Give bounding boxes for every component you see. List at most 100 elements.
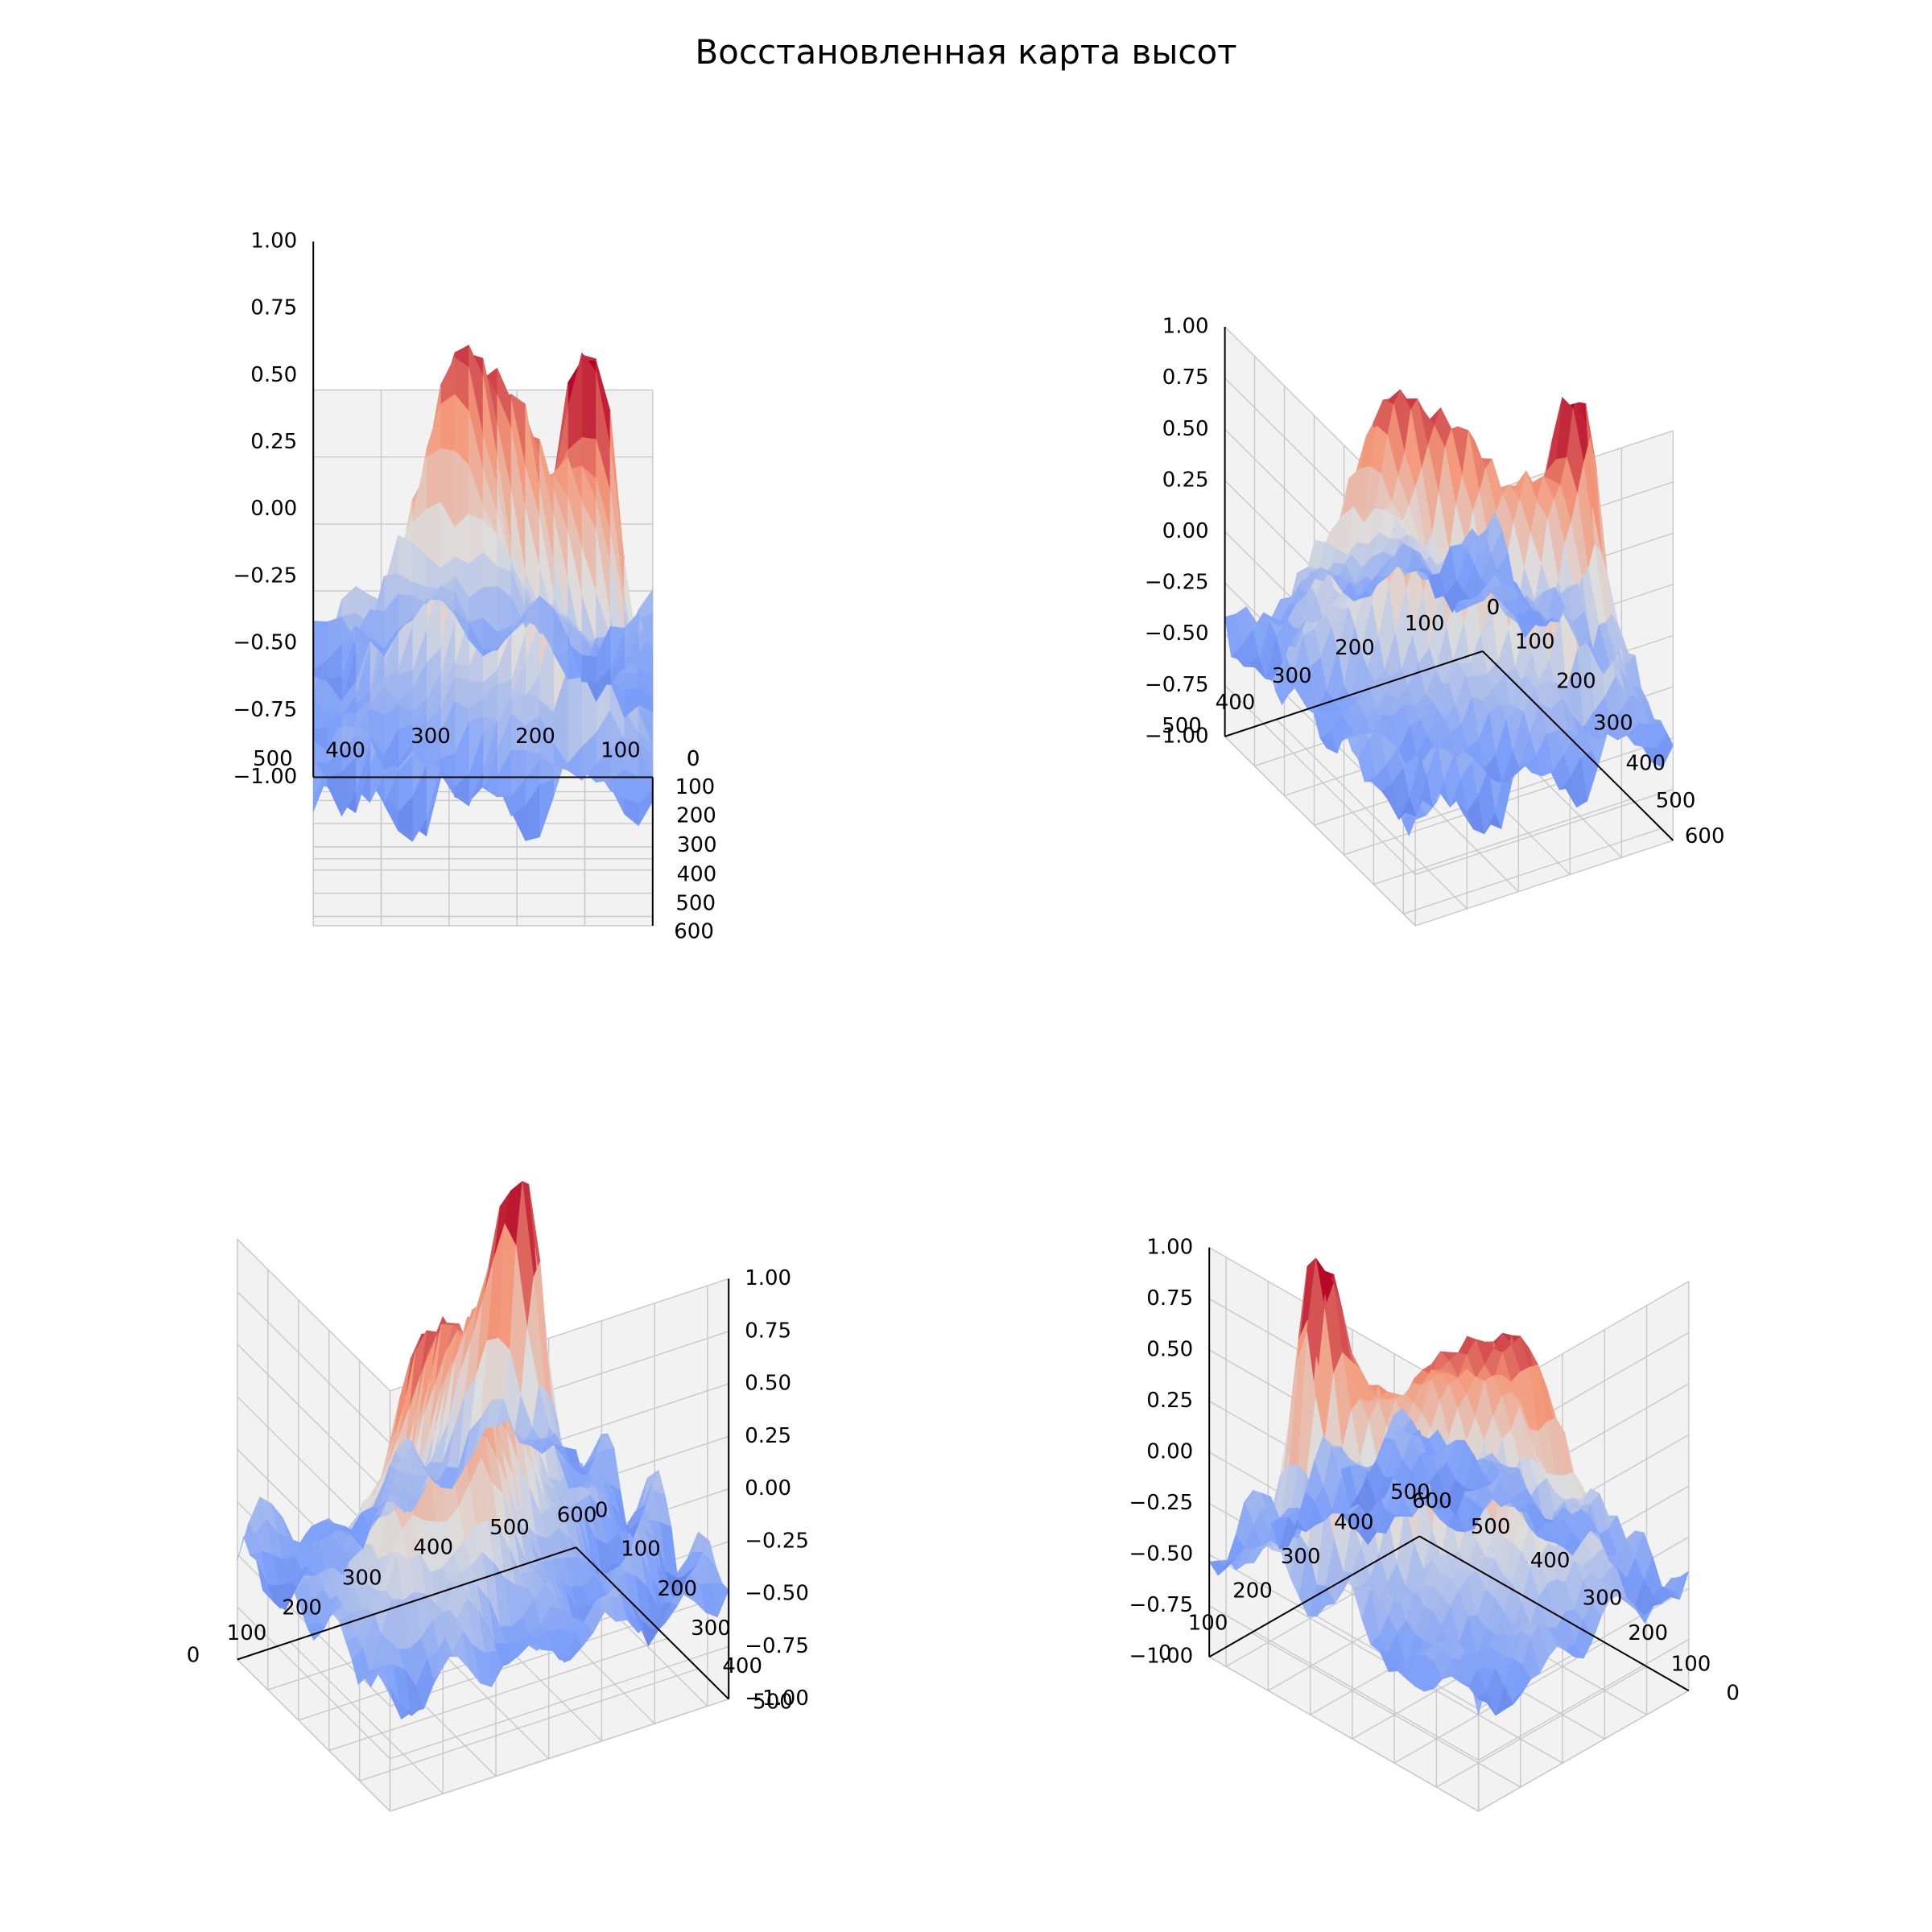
surface-facet (1484, 812, 1502, 834)
surface-facet (666, 1571, 685, 1597)
x-axis-line (1418, 1535, 1690, 1692)
z-tick-label: 0.75 (1146, 1286, 1193, 1311)
x-tick-label: 400 (677, 862, 717, 886)
grid-line (237, 1606, 390, 1760)
surface-facet (1357, 738, 1376, 782)
grid-line (328, 1637, 668, 1752)
y-tick-label: 300 (691, 1616, 731, 1641)
surface-mesh (1224, 389, 1674, 837)
z-tick-label: 0.50 (1162, 417, 1209, 441)
surface-facet (1593, 696, 1612, 741)
grid-line (1224, 684, 1416, 875)
y-tick-label: 100 (621, 1538, 661, 1562)
surface-facet (553, 667, 568, 765)
surface-facet (1428, 572, 1447, 599)
x-tick-label: 300 (677, 833, 717, 857)
z-tick-label: 1.00 (1146, 1235, 1193, 1259)
surface-view-4: 0 100 200 300 400 500 600 0 100 200 300 400 500 −1.00… (966, 1006, 1932, 1932)
y-tick-label: 100 (601, 739, 641, 763)
surface-facet (1552, 753, 1571, 791)
surface-facet (615, 1494, 634, 1538)
grid-line (390, 1699, 729, 1812)
x-tick-label: 0 (687, 747, 700, 771)
z-tick-label: 0.25 (250, 430, 297, 454)
surface-mesh (312, 345, 654, 843)
surface-facet (1450, 724, 1468, 758)
surface-facet (1445, 580, 1463, 613)
grid-line (237, 1659, 390, 1812)
z-tick-label: −0.25 (745, 1529, 809, 1553)
surface-facet (557, 1629, 576, 1663)
surface-facet (1635, 1579, 1653, 1616)
surface-view-1: 0 100 200 300 400 500 600 0 100 200 300 400 500 −1.00… (0, 121, 966, 1046)
surface-view-2: 0 100 200 300 400 500 600 0 100 200 300 400 500 −1.00… (966, 121, 1932, 1046)
surface-facet (522, 1599, 541, 1634)
surface-facet (646, 1586, 666, 1631)
surface-facet (568, 746, 583, 781)
surface-facet (426, 448, 441, 510)
surface-facet (1526, 1501, 1546, 1534)
y-axis-line (575, 1546, 729, 1700)
x-tick-label: 0 (1726, 1682, 1740, 1706)
surface-facet (581, 654, 597, 683)
x-tick-label: 400 (413, 1536, 453, 1560)
surface-facet (1398, 797, 1417, 820)
z-tick-label: 0.75 (1162, 365, 1209, 390)
surface-facet (1353, 591, 1372, 601)
surface-facet (1611, 707, 1629, 741)
surface-facet (1241, 629, 1260, 663)
surface-view-3: 0 100 200 300 400 500 600 0 100 200 300 400 500 −1.00… (0, 1006, 966, 1932)
y-tick-label: 400 (325, 739, 365, 763)
surface-facet (369, 638, 385, 657)
x-tick-label: 0 (187, 1644, 200, 1668)
grid-line (1224, 736, 1416, 927)
surface-facet (1410, 1430, 1429, 1459)
grid-line (1478, 1638, 1690, 1761)
x-tick-label: 600 (1412, 1489, 1452, 1513)
surface-facet (440, 1467, 459, 1489)
grid-line (359, 1668, 699, 1781)
x-tick-label: 200 (282, 1596, 322, 1620)
surface-facet (425, 1593, 444, 1620)
z-tick-label: 0.25 (1162, 468, 1209, 492)
grid-line (1403, 828, 1662, 914)
grid-line (1435, 1666, 1647, 1788)
surface-plot-svg: 01002003004005006000100200300400500−1.00… (233, 229, 717, 944)
surface-facet (1468, 1615, 1487, 1654)
surface-facet (624, 672, 639, 691)
surface-mesh (1208, 1257, 1690, 1716)
y-tick-label: 0 (687, 747, 700, 771)
z-tick-label: 1.00 (1162, 315, 1209, 339)
x-tick-label: 400 (1625, 752, 1666, 776)
surface-facet (564, 1447, 583, 1476)
grid-line (237, 1291, 390, 1444)
y-tick-label: 500 (753, 1690, 793, 1715)
z-tick-label: 0.00 (250, 497, 297, 521)
surface-facet (1357, 1476, 1377, 1517)
surface-facet (279, 1583, 297, 1611)
surface-facet (1369, 1554, 1389, 1602)
y-tick-label: 200 (1335, 636, 1375, 660)
grid-line (1414, 840, 1674, 927)
x-tick-label: 300 (1583, 1587, 1623, 1611)
z-tick-label: −1.00 (745, 1686, 809, 1711)
grid-line (290, 1641, 444, 1794)
x-tick-label: 100 (1515, 630, 1555, 654)
x-tick-label: 300 (1593, 711, 1633, 735)
x-tick-label: 500 (489, 1516, 530, 1540)
x-tick-label: 0 (1487, 596, 1501, 620)
y-tick-label: 200 (1232, 1579, 1273, 1604)
x-axis-line (1482, 650, 1674, 841)
x-tick-label: 200 (1628, 1621, 1668, 1645)
z-tick-label: −0.75 (233, 698, 298, 722)
z-tick-label: −0.75 (1145, 673, 1209, 697)
surface-facet (1484, 754, 1502, 783)
x-tick-label: 200 (1556, 670, 1596, 694)
surface-plot-svg: 01002003004005006000100200300400500−1.00… (1129, 1235, 1740, 1812)
y-tick-label: 0 (1487, 596, 1501, 620)
y-tick-label: 300 (1281, 1545, 1321, 1569)
surface-plot-svg: 01002003004005006000100200300400500−1.00… (187, 1180, 809, 1813)
z-tick-label: 0.50 (745, 1372, 791, 1396)
z-tick-label: −1.00 (1145, 724, 1209, 748)
surface-facet (1535, 733, 1554, 777)
